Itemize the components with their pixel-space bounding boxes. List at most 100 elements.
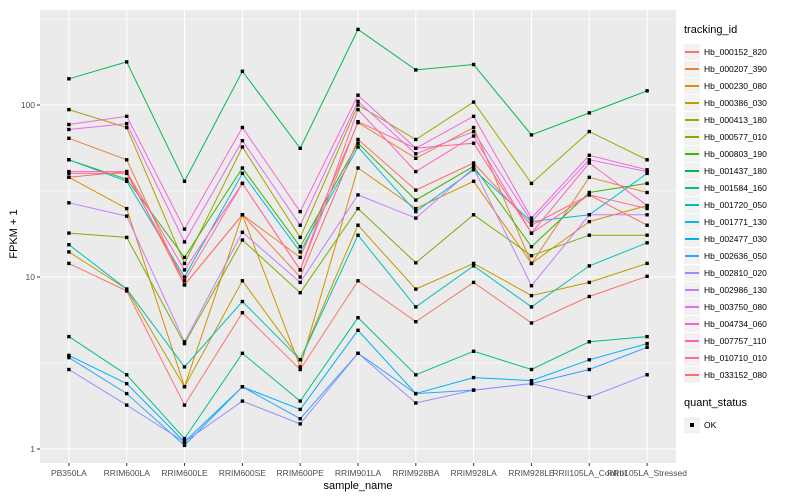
legend-color-line-icon — [685, 305, 699, 308]
data-point — [240, 299, 245, 304]
data-point — [356, 107, 360, 112]
legend-label: Hb_007757_110 — [704, 335, 767, 346]
legend-color-line-icon — [685, 84, 699, 87]
data-point — [645, 158, 649, 162]
data-point — [125, 206, 129, 211]
legend-color-line-icon — [685, 271, 699, 274]
data-point — [298, 367, 302, 372]
data-point — [298, 235, 302, 240]
legend-label: Hb_002810_020 — [704, 267, 767, 278]
data-point — [182, 283, 187, 287]
data-point — [587, 190, 591, 195]
legend-item-Hb_010710_010: Hb_010710_010 — [684, 349, 798, 366]
data-point — [67, 250, 71, 254]
legend-color-line-icon — [685, 220, 699, 223]
x-tick-label: RRIM901LA — [335, 468, 382, 478]
data-point — [645, 223, 649, 227]
data-point — [125, 391, 129, 396]
data-point — [414, 216, 418, 220]
legend-key-box — [684, 196, 700, 213]
legend-color-line-icon — [685, 169, 699, 172]
data-point — [356, 27, 360, 32]
legend-item-Hb_001437_180: Hb_001437_180 — [684, 162, 798, 179]
data-point — [67, 127, 71, 132]
legend-color-line-icon — [685, 237, 699, 240]
data-point — [645, 213, 649, 217]
data-point — [125, 158, 129, 162]
data-point — [529, 293, 534, 298]
data-point — [471, 129, 476, 134]
legend-label: Hb_002636_050 — [704, 250, 767, 261]
data-point — [298, 422, 302, 426]
data-point — [356, 328, 360, 332]
legend-items: Hb_000152_820 Hb_000207_390 Hb_000230_080 H… — [684, 43, 798, 383]
legend-key-box — [684, 77, 700, 94]
data-point — [182, 443, 187, 448]
data-point — [67, 353, 71, 358]
data-point — [298, 407, 302, 412]
data-point — [240, 230, 245, 234]
data-point — [67, 175, 71, 179]
data-point — [240, 399, 245, 403]
legend-item-ok: OK — [684, 416, 798, 433]
data-point — [182, 227, 187, 231]
legend-key-box — [684, 60, 700, 77]
legend-key-box — [684, 179, 700, 196]
data-point — [356, 103, 360, 107]
data-point — [125, 125, 129, 130]
legend-item-Hb_007757_110: Hb_007757_110 — [684, 332, 798, 349]
data-point — [529, 219, 534, 224]
x-tick-label: RRIM928LA — [450, 468, 497, 478]
data-point — [356, 193, 360, 197]
data-point — [67, 355, 71, 360]
data-point — [529, 305, 534, 309]
data-point — [298, 280, 302, 285]
data-point — [587, 264, 591, 268]
legend-label: Hb_002986_130 — [704, 284, 767, 295]
data-point — [182, 341, 187, 346]
legend-color-line-icon — [685, 118, 699, 121]
legend-item-Hb_000207_390: Hb_000207_390 — [684, 60, 798, 77]
data-point — [414, 206, 418, 211]
y-tick-label: 10 — [26, 272, 36, 282]
legend-key-box — [684, 366, 700, 383]
data-point — [529, 378, 534, 383]
data-point — [587, 158, 591, 162]
data-point — [587, 219, 591, 224]
x-tick-label: RRIM600PE — [277, 468, 325, 478]
data-point — [471, 141, 476, 145]
legend-key-box — [684, 298, 700, 315]
data-point — [182, 279, 187, 283]
data-point — [356, 120, 360, 124]
data-point — [587, 161, 591, 165]
data-point — [587, 294, 591, 299]
data-point — [645, 203, 649, 208]
data-point — [471, 349, 476, 353]
legend-item-Hb_033152_080: Hb_033152_080 — [684, 366, 798, 383]
x-tick-label: RRIM600LE — [161, 468, 208, 478]
data-point — [471, 375, 476, 380]
legend-item-Hb_000152_820: Hb_000152_820 — [684, 43, 798, 60]
data-point — [645, 89, 649, 93]
data-point — [529, 181, 534, 186]
data-point — [645, 341, 649, 346]
x-tick-label: RRIM600SE — [219, 468, 267, 478]
legend-color-line-icon — [685, 152, 699, 155]
data-point — [182, 340, 187, 344]
legend-label: Hb_002477_030 — [704, 233, 767, 244]
data-point — [529, 133, 534, 137]
data-point — [125, 121, 129, 126]
legend-key-box — [684, 128, 700, 145]
x-tick-label: RRIM928BA — [392, 468, 440, 478]
data-point — [356, 206, 360, 211]
data-point — [182, 385, 187, 389]
legend-item-Hb_002636_050: Hb_002636_050 — [684, 247, 798, 264]
data-point — [356, 279, 360, 283]
data-point — [471, 62, 476, 67]
data-point — [298, 255, 302, 260]
legend-color-line-icon — [685, 373, 699, 376]
data-point — [529, 245, 534, 249]
data-point — [298, 250, 302, 254]
data-point — [414, 401, 418, 405]
data-point — [125, 381, 129, 386]
